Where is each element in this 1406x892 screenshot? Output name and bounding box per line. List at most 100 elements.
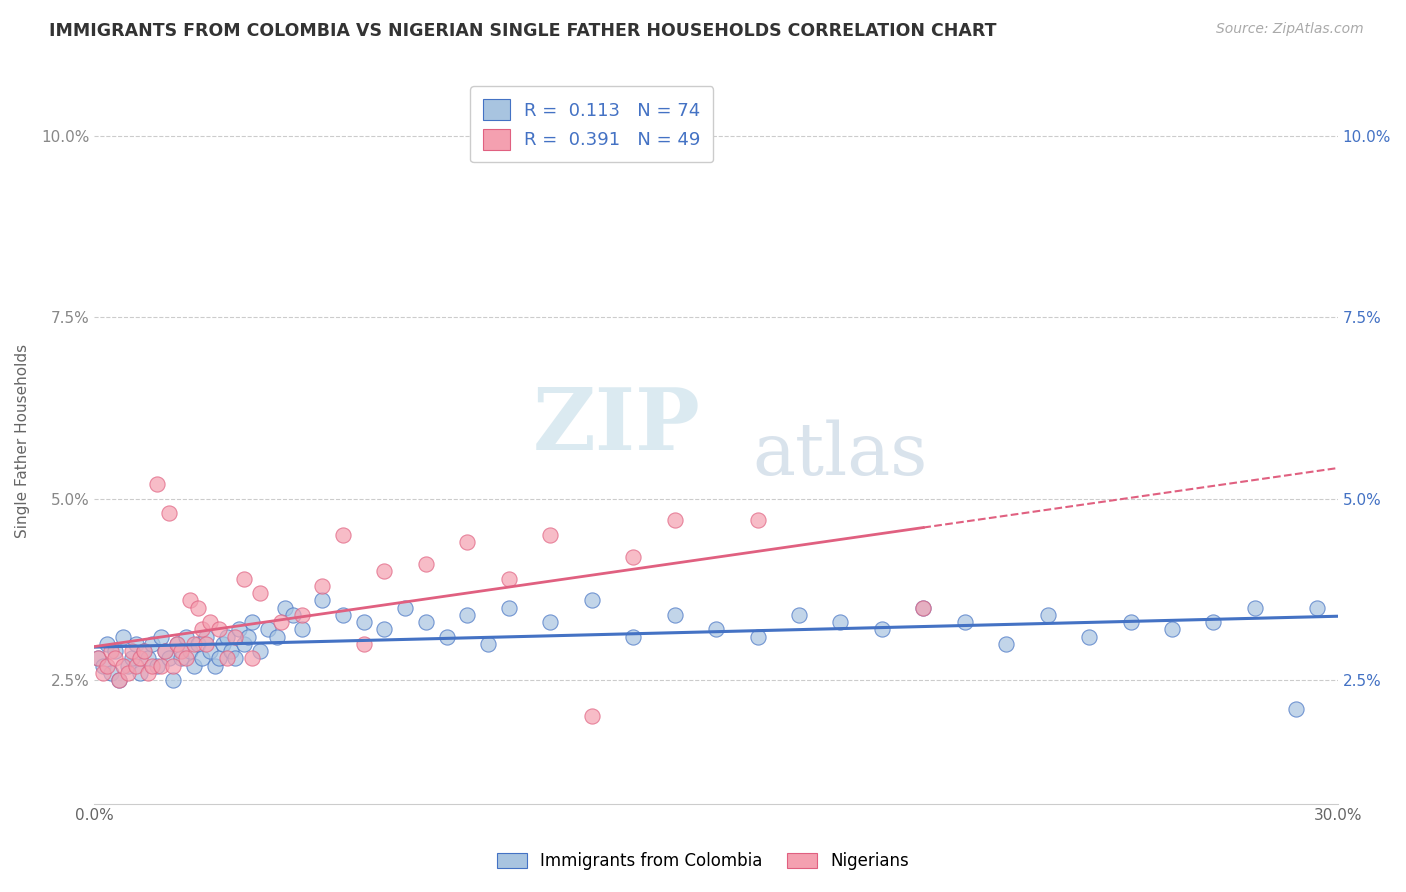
- Point: [87, 651, 110, 665]
- Point: [108, 673, 131, 688]
- Point: [498, 572, 520, 586]
- Point: [830, 615, 852, 629]
- Point: [208, 623, 231, 637]
- Point: [224, 630, 246, 644]
- Point: [266, 630, 288, 644]
- Point: [129, 665, 152, 680]
- Point: [108, 673, 131, 688]
- Point: [353, 615, 375, 629]
- Point: [191, 623, 214, 637]
- Point: [664, 607, 686, 622]
- Point: [100, 644, 122, 658]
- Point: [995, 637, 1018, 651]
- Point: [125, 658, 148, 673]
- Y-axis label: Single Father Households: Single Father Households: [15, 343, 30, 538]
- Point: [621, 630, 644, 644]
- Point: [183, 637, 205, 651]
- Point: [274, 600, 297, 615]
- Point: [353, 637, 375, 651]
- Point: [240, 651, 263, 665]
- Point: [200, 644, 222, 658]
- Text: IMMIGRANTS FROM COLOMBIA VS NIGERIAN SINGLE FATHER HOUSEHOLDS CORRELATION CHART: IMMIGRANTS FROM COLOMBIA VS NIGERIAN SIN…: [49, 22, 997, 40]
- Point: [870, 623, 893, 637]
- Point: [373, 564, 395, 578]
- Point: [208, 651, 231, 665]
- Point: [1078, 630, 1101, 644]
- Point: [249, 586, 271, 600]
- Point: [498, 600, 520, 615]
- Point: [581, 709, 603, 723]
- Point: [311, 579, 333, 593]
- Point: [311, 593, 333, 607]
- Point: [477, 637, 499, 651]
- Point: [912, 600, 935, 615]
- Point: [290, 623, 312, 637]
- Point: [232, 572, 254, 586]
- Point: [664, 513, 686, 527]
- Point: [96, 637, 118, 651]
- Point: [270, 615, 292, 629]
- Point: [117, 665, 139, 680]
- Point: [1244, 600, 1267, 615]
- Point: [129, 651, 152, 665]
- Point: [219, 644, 242, 658]
- Text: ZIP: ZIP: [533, 384, 700, 468]
- Point: [200, 615, 222, 629]
- Point: [170, 651, 193, 665]
- Point: [704, 623, 727, 637]
- Point: [132, 644, 155, 658]
- Point: [211, 637, 233, 651]
- Point: [204, 658, 226, 673]
- Point: [153, 644, 176, 658]
- Point: [228, 623, 250, 637]
- Point: [747, 513, 769, 527]
- Legend: Immigrants from Colombia, Nigerians: Immigrants from Colombia, Nigerians: [489, 846, 917, 877]
- Point: [96, 658, 118, 673]
- Point: [912, 600, 935, 615]
- Text: atlas: atlas: [752, 420, 928, 491]
- Point: [162, 658, 184, 673]
- Point: [104, 644, 127, 658]
- Point: [953, 615, 976, 629]
- Point: [91, 658, 114, 673]
- Point: [232, 637, 254, 651]
- Point: [166, 637, 188, 651]
- Point: [153, 644, 176, 658]
- Point: [224, 651, 246, 665]
- Point: [117, 658, 139, 673]
- Point: [145, 477, 167, 491]
- Text: Source: ZipAtlas.com: Source: ZipAtlas.com: [1216, 22, 1364, 37]
- Point: [1306, 600, 1329, 615]
- Point: [149, 658, 172, 673]
- Point: [125, 637, 148, 651]
- Point: [787, 607, 810, 622]
- Point: [170, 644, 193, 658]
- Point: [187, 600, 209, 615]
- Point: [166, 637, 188, 651]
- Point: [136, 651, 159, 665]
- Point: [538, 615, 561, 629]
- Point: [1285, 702, 1308, 716]
- Point: [373, 623, 395, 637]
- Point: [394, 600, 416, 615]
- Point: [174, 630, 197, 644]
- Point: [1161, 623, 1184, 637]
- Point: [112, 658, 135, 673]
- Point: [332, 528, 354, 542]
- Point: [456, 607, 478, 622]
- Point: [183, 658, 205, 673]
- Point: [87, 651, 110, 665]
- Point: [179, 593, 201, 607]
- Point: [132, 644, 155, 658]
- Point: [257, 623, 280, 637]
- Point: [290, 607, 312, 622]
- Point: [538, 528, 561, 542]
- Point: [187, 637, 209, 651]
- Point: [456, 535, 478, 549]
- Legend: R =  0.113   N = 74, R =  0.391   N = 49: R = 0.113 N = 74, R = 0.391 N = 49: [470, 87, 713, 162]
- Point: [136, 665, 159, 680]
- Point: [141, 637, 163, 651]
- Point: [1202, 615, 1225, 629]
- Point: [436, 630, 458, 644]
- Point: [195, 637, 218, 651]
